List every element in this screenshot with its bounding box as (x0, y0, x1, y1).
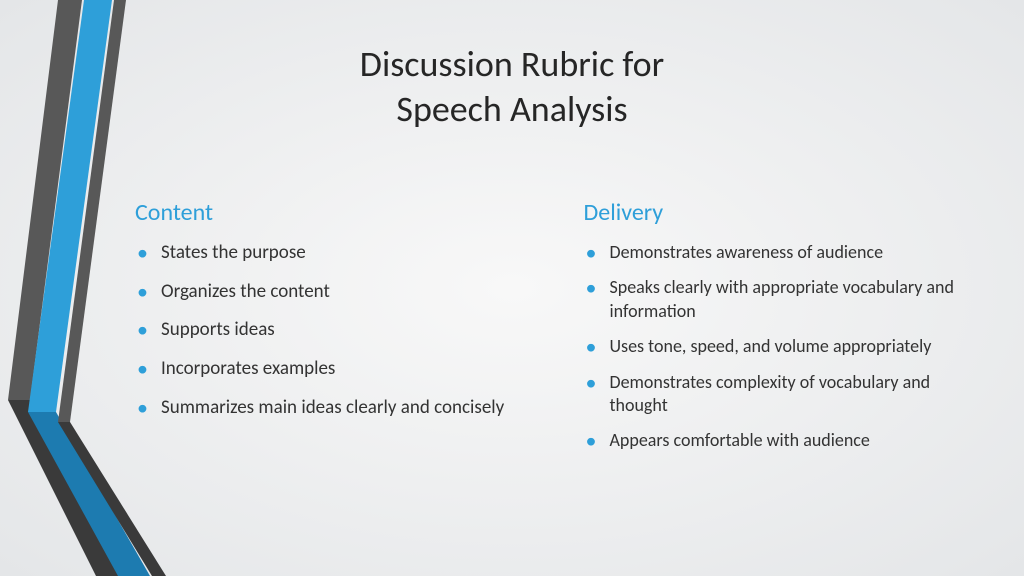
slide-title: Discussion Rubric for Speech Analysis (0, 42, 1024, 132)
delivery-column: Delivery Demonstrates awareness of audie… (584, 198, 985, 465)
list-item: Appears comfortable with audience (586, 429, 985, 452)
title-line-2: Speech Analysis (396, 87, 627, 131)
list-item: Supports ideas (137, 318, 536, 343)
list-item: Demonstrates awareness of audience (586, 241, 985, 264)
list-item: Demonstrates complexity of vocabulary an… (586, 371, 985, 418)
list-item: Incorporates examples (137, 357, 536, 382)
list-item: Summarizes main ideas clearly and concis… (137, 396, 536, 421)
content-column: Content States the purpose Organizes the… (135, 198, 536, 465)
content-columns: Content States the purpose Organizes the… (135, 198, 984, 465)
delivery-list: Demonstrates awareness of audience Speak… (584, 241, 985, 453)
list-item: Uses tone, speed, and volume appropriate… (586, 335, 985, 358)
delivery-header: Delivery (584, 198, 985, 227)
title-line-1: Discussion Rubric for (360, 42, 664, 86)
content-header: Content (135, 198, 536, 227)
list-item: States the purpose (137, 241, 536, 266)
list-item: Organizes the content (137, 280, 536, 305)
content-list: States the purpose Organizes the content… (135, 241, 536, 420)
list-item: Speaks clearly with appropriate vocabula… (586, 276, 985, 323)
